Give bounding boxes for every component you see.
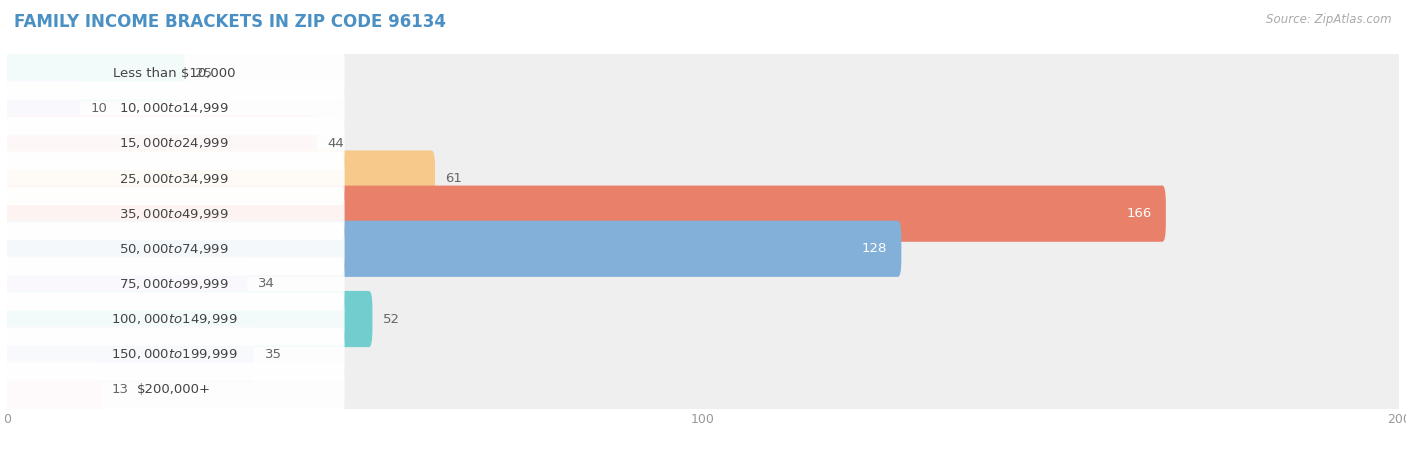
FancyBboxPatch shape: [4, 326, 1402, 382]
FancyBboxPatch shape: [4, 80, 80, 136]
FancyBboxPatch shape: [4, 256, 247, 312]
FancyBboxPatch shape: [4, 291, 373, 347]
Text: $50,000 to $74,999: $50,000 to $74,999: [120, 242, 229, 256]
FancyBboxPatch shape: [4, 221, 1402, 277]
FancyBboxPatch shape: [4, 80, 1402, 136]
FancyBboxPatch shape: [4, 361, 1402, 418]
Text: $150,000 to $199,999: $150,000 to $199,999: [111, 347, 238, 361]
FancyBboxPatch shape: [4, 150, 434, 207]
FancyBboxPatch shape: [7, 91, 1399, 126]
Text: 35: 35: [264, 348, 281, 361]
FancyBboxPatch shape: [4, 292, 344, 346]
FancyBboxPatch shape: [4, 115, 1402, 172]
FancyBboxPatch shape: [7, 126, 1399, 161]
FancyBboxPatch shape: [4, 45, 184, 101]
FancyBboxPatch shape: [4, 256, 1402, 312]
Text: $10,000 to $14,999: $10,000 to $14,999: [120, 101, 229, 115]
FancyBboxPatch shape: [4, 82, 344, 135]
FancyBboxPatch shape: [7, 56, 1399, 91]
Text: $35,000 to $49,999: $35,000 to $49,999: [120, 207, 229, 220]
Text: 128: 128: [862, 242, 887, 255]
Text: 25: 25: [195, 67, 212, 79]
Text: 166: 166: [1126, 207, 1152, 220]
Text: 13: 13: [111, 383, 128, 396]
FancyBboxPatch shape: [4, 117, 344, 170]
Text: 61: 61: [446, 172, 463, 185]
FancyBboxPatch shape: [4, 45, 1402, 101]
FancyBboxPatch shape: [4, 257, 344, 310]
FancyBboxPatch shape: [4, 221, 901, 277]
FancyBboxPatch shape: [7, 301, 1399, 337]
FancyBboxPatch shape: [4, 328, 344, 381]
FancyBboxPatch shape: [4, 47, 344, 100]
Text: 52: 52: [382, 313, 399, 326]
Text: FAMILY INCOME BRACKETS IN ZIP CODE 96134: FAMILY INCOME BRACKETS IN ZIP CODE 96134: [14, 13, 446, 31]
Text: $15,000 to $24,999: $15,000 to $24,999: [120, 136, 229, 150]
FancyBboxPatch shape: [4, 363, 344, 416]
FancyBboxPatch shape: [4, 185, 1166, 242]
FancyBboxPatch shape: [4, 187, 344, 240]
Text: $100,000 to $149,999: $100,000 to $149,999: [111, 312, 238, 326]
FancyBboxPatch shape: [7, 337, 1399, 372]
Text: 44: 44: [328, 137, 344, 150]
FancyBboxPatch shape: [7, 196, 1399, 231]
Text: $25,000 to $34,999: $25,000 to $34,999: [120, 172, 229, 185]
Text: 10: 10: [90, 102, 107, 115]
FancyBboxPatch shape: [4, 185, 1402, 242]
FancyBboxPatch shape: [7, 266, 1399, 301]
FancyBboxPatch shape: [4, 291, 1402, 347]
FancyBboxPatch shape: [4, 152, 344, 205]
FancyBboxPatch shape: [7, 372, 1399, 407]
FancyBboxPatch shape: [4, 326, 254, 382]
FancyBboxPatch shape: [4, 222, 344, 275]
FancyBboxPatch shape: [4, 361, 101, 418]
FancyBboxPatch shape: [4, 150, 1402, 207]
Text: $75,000 to $99,999: $75,000 to $99,999: [120, 277, 229, 291]
FancyBboxPatch shape: [7, 231, 1399, 266]
Text: Less than $10,000: Less than $10,000: [112, 67, 235, 79]
Text: 34: 34: [257, 277, 274, 291]
FancyBboxPatch shape: [7, 161, 1399, 196]
FancyBboxPatch shape: [4, 115, 316, 172]
Text: $200,000+: $200,000+: [136, 383, 211, 396]
Text: Source: ZipAtlas.com: Source: ZipAtlas.com: [1267, 13, 1392, 26]
